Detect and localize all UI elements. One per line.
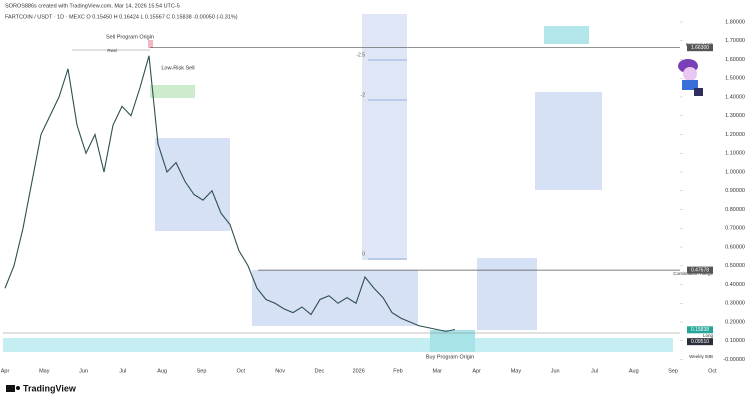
- x-tick-label: May: [39, 368, 50, 374]
- price-label-box: [687, 326, 713, 334]
- zone-box: [544, 26, 589, 44]
- y-tick-label: 0.40000: [725, 282, 745, 288]
- y-tick-label: 0.60000: [725, 244, 745, 250]
- x-tick-label: Oct: [237, 368, 246, 374]
- price-label: 0.15838: [691, 327, 709, 333]
- price-label: 0.47678: [691, 267, 709, 273]
- annotation: Low-Risk Sell: [161, 65, 194, 71]
- x-tick-label: Apr: [472, 368, 481, 374]
- annotation: Buy Program Origin: [426, 354, 474, 360]
- price-label-box: [687, 44, 713, 52]
- y-tick-label: -0.00000: [723, 357, 745, 363]
- annotation: Long: [703, 333, 714, 338]
- zone-box: [155, 138, 230, 231]
- weekly-imb-band: [3, 338, 673, 352]
- zone-box: [477, 258, 537, 330]
- x-tick-label: Dec: [315, 368, 325, 374]
- zone-box: [535, 92, 602, 190]
- fib-label: 0: [362, 251, 365, 257]
- annotation: Weekly IMB: [689, 354, 713, 359]
- low-risk-box: [150, 85, 195, 98]
- y-tick-label: 1.70000: [725, 38, 745, 44]
- x-tick-label: Mar: [433, 368, 443, 374]
- y-tick-label: 0.30000: [725, 301, 745, 307]
- fib-label: -2: [361, 92, 366, 98]
- y-tick-label: 0.80000: [725, 207, 745, 213]
- y-tick-label: 1.50000: [725, 76, 745, 82]
- x-tick-label: Oct: [708, 368, 717, 374]
- x-tick-label: Sep: [668, 368, 678, 374]
- x-tick-label: Jun: [551, 368, 560, 374]
- y-tick-label: 0.50000: [725, 263, 745, 269]
- x-tick-label: Jun: [79, 368, 88, 374]
- x-tick-label: Jul: [119, 368, 126, 374]
- x-tick-label: Feb: [393, 368, 402, 374]
- x-tick-label: 2026: [353, 368, 365, 374]
- y-tick-label: 0.20000: [725, 319, 745, 325]
- price-label: 0.09510: [691, 339, 709, 345]
- annotation: Continuation Range: [673, 271, 713, 276]
- price-line: [4, 55, 456, 332]
- price-label: 1.66300: [691, 45, 709, 51]
- zone-box: [252, 270, 418, 326]
- x-tick-label: Nov: [275, 368, 285, 374]
- y-tick-label: 0.10000: [725, 338, 745, 344]
- buy-box: [430, 330, 475, 352]
- y-tick-label: 1.40000: [725, 94, 745, 100]
- avatar: [678, 59, 703, 96]
- fib-zone: [362, 14, 407, 260]
- fib-label: -2.5: [356, 52, 365, 58]
- annotation: Real: [107, 48, 116, 53]
- price-label-box: [687, 338, 713, 346]
- y-tick-label: 0.70000: [725, 226, 745, 232]
- brand-logo: [6, 385, 20, 392]
- symbol: FARTCOIN / USDT · 1D · MEXC O 0.15450 H …: [5, 14, 238, 20]
- brand: TradingView: [23, 383, 77, 393]
- x-tick-label: Jul: [591, 368, 598, 374]
- y-tick-label: 0.90000: [725, 188, 745, 194]
- y-tick-label: 1.20000: [725, 132, 745, 138]
- x-tick-label: Aug: [629, 368, 639, 374]
- credit: SOROS886s created with TradingView.com, …: [5, 3, 180, 9]
- annotation: Sell Program Origin: [106, 34, 154, 40]
- y-tick-label: 1.10000: [725, 151, 745, 157]
- price-label-box: [687, 266, 713, 274]
- y-tick-label: 1.80000: [725, 19, 745, 25]
- x-tick-label: Sep: [197, 368, 207, 374]
- sell-origin-marker: [148, 40, 153, 48]
- x-tick-label: Aug: [157, 368, 167, 374]
- y-tick-label: 1.60000: [725, 57, 745, 63]
- x-tick-label: May: [511, 368, 522, 374]
- x-tick-label: Apr: [1, 368, 10, 374]
- y-tick-label: 1.30000: [725, 113, 745, 119]
- y-tick-label: 1.00000: [725, 169, 745, 175]
